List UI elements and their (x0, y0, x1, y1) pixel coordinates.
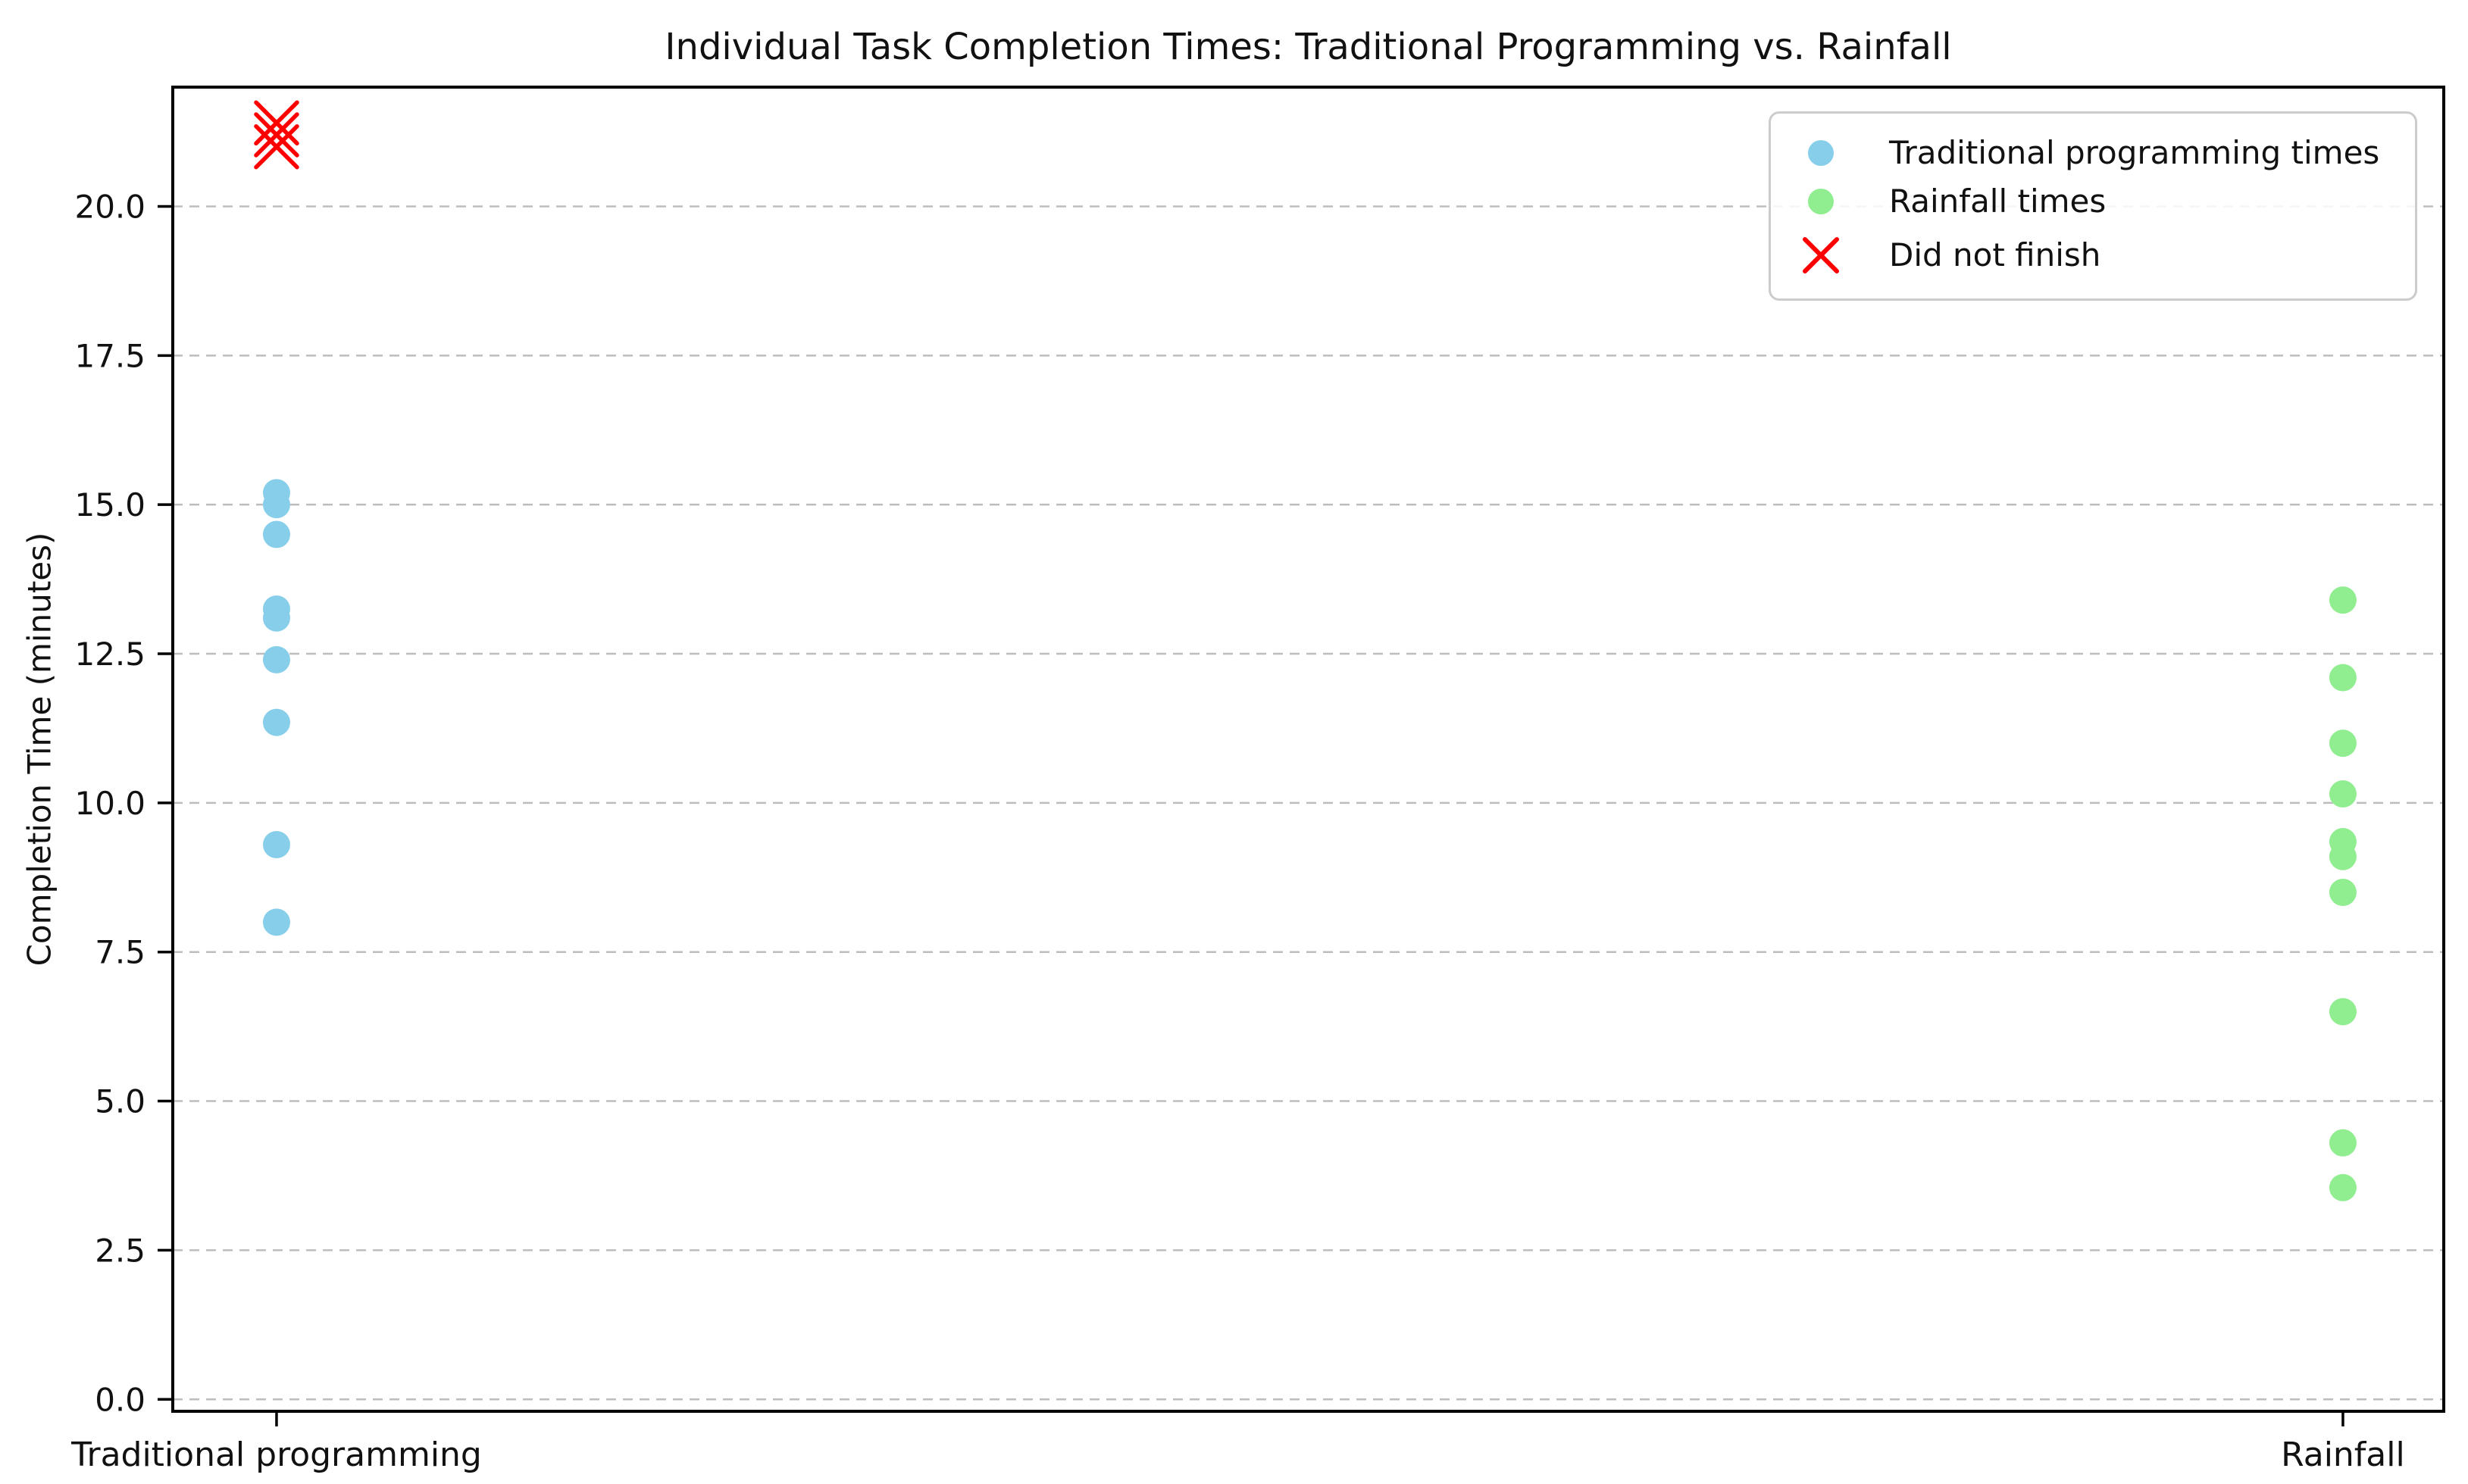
y-tick-label: 7.5 (95, 934, 145, 971)
axes-box (171, 86, 2445, 1413)
data-point-traditional (262, 491, 290, 519)
data-point-traditional (262, 708, 290, 736)
data-point-traditional (262, 830, 290, 858)
data-point-rainfall (2329, 1129, 2357, 1157)
data-point-rainfall (2329, 878, 2357, 906)
data-point-traditional (262, 604, 290, 632)
data-point-rainfall (2329, 998, 2357, 1026)
chart-title: Individual Task Completion Times: Tradit… (665, 26, 1952, 68)
y-tick-label: 20.0 (74, 188, 145, 225)
y-tick-label: 12.5 (74, 636, 145, 673)
data-point-rainfall (2329, 1173, 2357, 1201)
dnf-x-marker (254, 112, 299, 158)
legend-label: Rainfall times (1889, 183, 2107, 220)
y-tick-label: 5.0 (95, 1083, 145, 1120)
y-tick-label: 0.0 (95, 1381, 145, 1418)
data-point-rainfall (2329, 842, 2357, 870)
legend-item: Rainfall times (1771, 186, 2415, 217)
legend-item: Did not finish (1771, 235, 2415, 276)
x-tick-label: Rainfall (2281, 1436, 2405, 1474)
y-tick-label: 15.0 (74, 486, 145, 523)
dot-marker-icon (1800, 139, 1842, 166)
x-tick-label: Traditional programming (70, 1436, 482, 1474)
legend-label: Traditional programming times (1889, 133, 2380, 171)
dnf-x-marker (254, 100, 299, 145)
legend: Traditional programming times Rainfall ti… (1769, 111, 2417, 301)
data-point-rainfall (2329, 780, 2357, 808)
data-point-rainfall (2329, 586, 2357, 614)
legend-label: Did not finish (1889, 236, 2101, 273)
dnf-x-marker (254, 123, 299, 170)
data-point-rainfall (2329, 664, 2357, 692)
data-point-traditional (262, 520, 290, 548)
y-tick-label: 2.5 (95, 1232, 145, 1269)
legend-dot (1808, 139, 1834, 166)
data-point-traditional (262, 908, 290, 936)
x-marker-icon (1800, 235, 1842, 276)
dot-marker-icon (1800, 189, 1842, 214)
data-point-traditional (262, 645, 290, 673)
y-tick-label: 17.5 (74, 337, 145, 374)
legend-dot (1808, 189, 1834, 214)
data-point-rainfall (2329, 730, 2357, 758)
y-tick-label: 10.0 (74, 785, 145, 822)
legend-x-glyph (1803, 236, 1839, 273)
legend-item: Traditional programming times (1771, 133, 2415, 171)
